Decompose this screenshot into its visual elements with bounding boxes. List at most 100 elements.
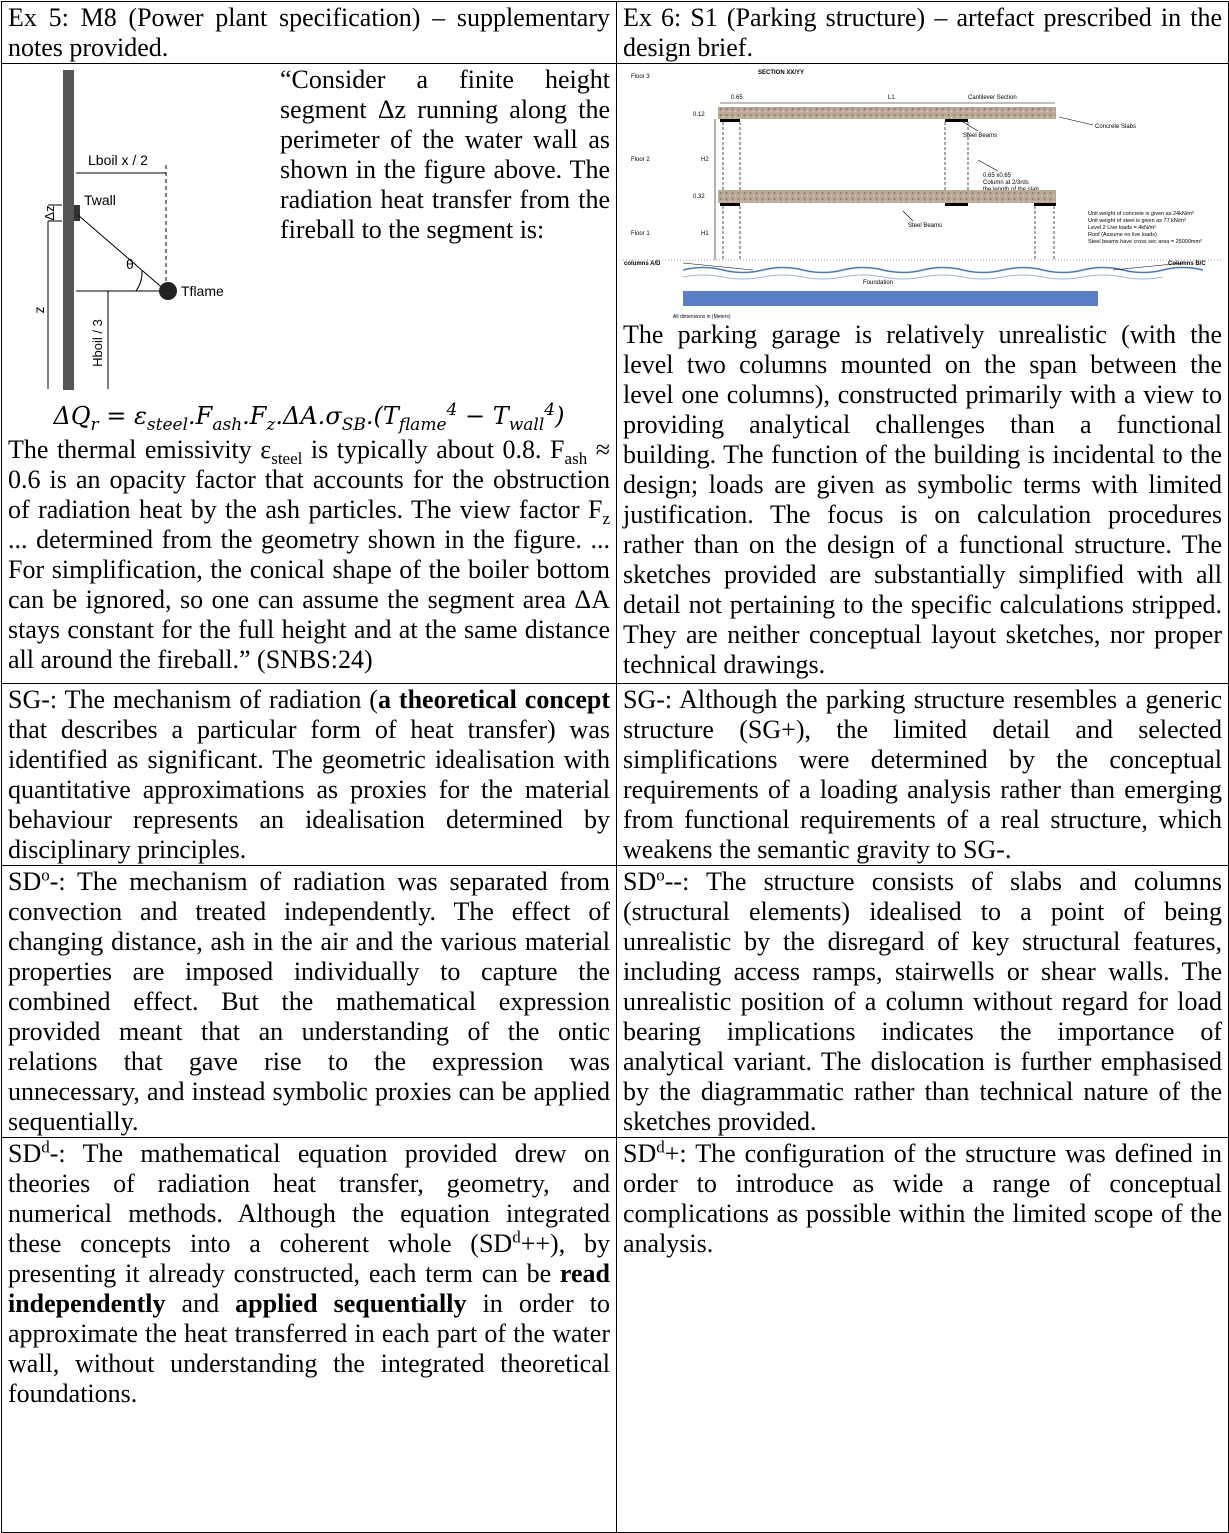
figure-label: Level 2 Live loads = 4kN/m²	[1088, 225, 1156, 231]
slope-line	[682, 262, 754, 271]
cell: SDo--: The structure consists of slabs a…	[616, 865, 1229, 1138]
figure-label: Concrete Slabs	[1095, 124, 1136, 130]
water-wall	[63, 70, 74, 390]
cell: SECTION XX/YY Floor 3 0.65 L1 Cantilever…	[616, 63, 1229, 684]
text: ≈ 0.6 is an opacity factor that accounts…	[8, 435, 610, 524]
text: +: The configuration of the structure wa…	[623, 1139, 1222, 1258]
eq-part: ΔQ	[53, 402, 91, 430]
figure-label: L1	[888, 95, 895, 101]
quote: “Consider a finite height segment Δz run…	[280, 65, 610, 244]
header-text: Ex 6: S1 (Parking structure) – artefact …	[623, 3, 1222, 62]
text: ++), by presenting it already constructe…	[8, 1229, 611, 1288]
text: -: The mathematical equation provided dr…	[8, 1139, 610, 1258]
figure-row: Lboil x / 2 Δz Twall θ z Hboil / 3 Tflam…	[1, 63, 1229, 684]
figure-label: θ	[126, 256, 134, 272]
angle-arc	[135, 270, 143, 292]
eq-part: − T	[457, 402, 509, 430]
arrow	[962, 121, 979, 132]
notes: The thermal emissivity εsteel is typical…	[8, 435, 610, 675]
figure-label: Lboil x / 2	[88, 152, 148, 168]
cell: SG-: The mechanism of radiation (a theor…	[1, 683, 617, 866]
parking-figure: SECTION XX/YY Floor 3 0.65 L1 Cantilever…	[623, 70, 1223, 320]
figure-label: 0.32	[693, 194, 705, 200]
fireball	[159, 282, 177, 300]
slab	[718, 190, 1056, 203]
figure-label: Floor 3	[631, 74, 650, 80]
eq-part: .F	[188, 402, 213, 430]
figure-label: All dimensions in (Meters)	[673, 314, 731, 320]
text: The thermal emissivity ε	[8, 435, 272, 464]
eq-sup: 4	[544, 400, 556, 420]
figure-label: Tflame	[181, 283, 224, 299]
sub: z	[602, 509, 610, 529]
ray-line	[77, 214, 167, 292]
foundation	[683, 291, 1098, 306]
figure-label: H2	[701, 157, 709, 163]
text: and	[165, 1289, 236, 1318]
text: SD	[623, 867, 657, 896]
cell: Ex 6: S1 (Parking structure) – artefact …	[616, 1, 1229, 64]
arrow	[1058, 116, 1094, 126]
eq-part: )	[555, 402, 565, 430]
figure-label: columns A/D	[624, 261, 661, 267]
figure-label: Steel Beams	[963, 133, 997, 139]
water	[682, 266, 1204, 274]
text: --: The structure consists of slabs and …	[623, 867, 1222, 1136]
bold-text: read independently	[8, 1259, 610, 1318]
eq-sup: 4	[446, 400, 458, 420]
eq-sub: SB	[341, 414, 366, 435]
figure-label: 0.12	[693, 112, 705, 118]
figure-label: Δz	[42, 205, 57, 220]
eq-sub: z	[266, 414, 276, 435]
eq-part: .(T	[365, 402, 399, 430]
beam	[720, 203, 740, 206]
text: SG-: The mechanism of radiation (	[8, 685, 378, 714]
header-row: Ex 5: M8 (Power plant specification) – s…	[1, 1, 1229, 64]
figure-label: Roof (Assume no live loads)	[1088, 232, 1157, 238]
cell: Ex 5: M8 (Power plant specification) – s…	[1, 1, 617, 64]
cell: SDd-: The mathematical equation provided…	[1, 1137, 617, 1533]
figure-label: H1	[701, 231, 709, 237]
text: is typically about 0.8. F	[302, 435, 565, 464]
sub: ash	[564, 449, 588, 469]
figure-label: Steel Beams	[908, 223, 942, 229]
beam	[1034, 203, 1056, 206]
sg-row: SG-: The mechanism of radiation (a theor…	[1, 683, 1229, 866]
cell: SDd+: The configuration of the structure…	[616, 1137, 1229, 1533]
text: that describes a particular form of heat…	[8, 715, 610, 864]
figure-label: 0.65 x0.65	[983, 173, 1012, 179]
figure-label: Hboil / 3	[90, 319, 105, 367]
text: SD	[623, 1139, 657, 1168]
eq-sub: wall	[508, 414, 545, 435]
arrow	[902, 210, 914, 222]
eq-sub: r	[90, 414, 99, 435]
figure-label: Steel beams have cross sec area = 25000m…	[1088, 239, 1202, 245]
eq-sub: steel	[146, 414, 189, 435]
text: ... determined from the geometry shown i…	[8, 525, 610, 674]
eq-part: = ε	[98, 402, 147, 430]
figure-label: Floor 1	[631, 231, 650, 237]
eq-sub: flame	[398, 414, 447, 435]
eq-sub: ash	[212, 414, 243, 435]
figure-label: 0.65	[731, 95, 743, 101]
bold-text: applied sequentially	[235, 1289, 467, 1318]
equation: ΔQr = εsteel.Fash.Fz.ΔA.σSB.(Tflame4 − T…	[8, 395, 610, 435]
eq-part: .F	[242, 402, 267, 430]
figure-label: z	[31, 307, 47, 314]
header-text: Ex 5: M8 (Power plant specification) – s…	[8, 3, 610, 62]
text: SG-: Although the parking structure rese…	[623, 685, 1222, 864]
cell: SDo-: The mechanism of radiation was sep…	[1, 865, 617, 1138]
paragraph: The parking garage is relatively unreali…	[623, 320, 1222, 679]
sdo-row: SDo-: The mechanism of radiation was sep…	[1, 865, 1229, 1138]
figure-label: Twall	[84, 192, 116, 208]
sdd-row: SDd-: The mathematical equation provided…	[1, 1137, 1229, 1533]
figure-label: Foundation	[863, 280, 893, 286]
figure-label: Unit weight of concrete is given as 24kN…	[1088, 211, 1194, 217]
slope-line	[1112, 262, 1184, 271]
beam	[945, 203, 968, 206]
bold-text: a theoretical concept	[377, 685, 610, 714]
segment	[74, 205, 80, 221]
arrow	[977, 159, 999, 172]
